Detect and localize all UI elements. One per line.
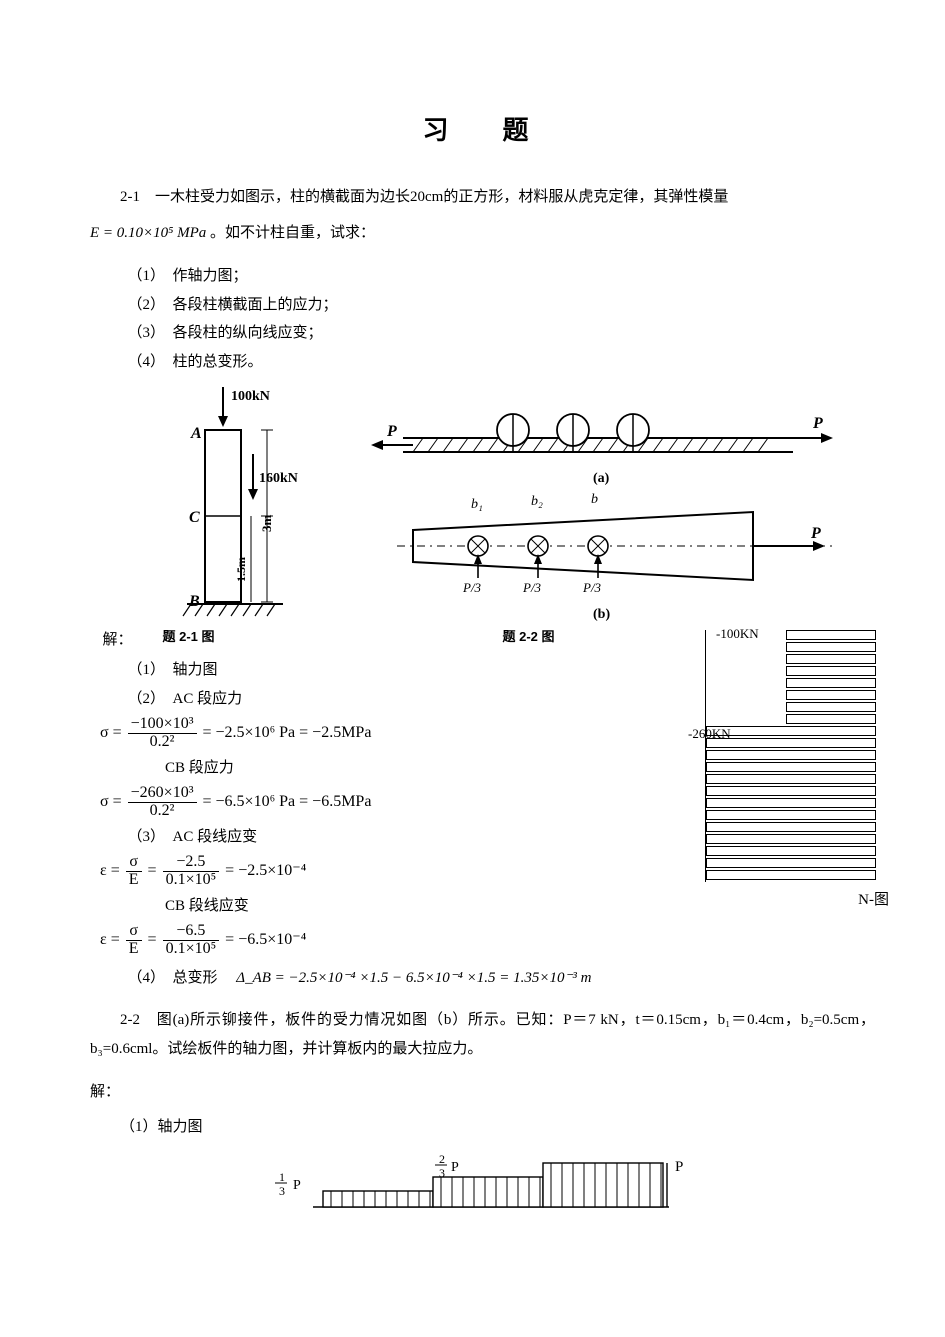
dim-3m: 3m [259, 515, 274, 533]
n-label-260: -260KN [688, 726, 731, 742]
p21-intro: 2-1 一木柱受力如图示，柱的横截面为边长20cm的正方形，材料服从虎克定律，其… [90, 183, 875, 212]
p21-q3: （3） 各段柱的纵向线应变； [128, 319, 876, 348]
p21-text-1: 2-1 一木柱受力如图示，柱的横截面为边长20cm的正方形，材料服从虎克定律，其… [120, 189, 728, 205]
p22-sol: 解： [90, 1078, 875, 1107]
fig22-sub-b: (b) [593, 607, 610, 622]
fig22a-P-left: P [386, 423, 397, 440]
p22-intro: 2-2 图(a)所示铆接件，板件的受力情况如图（b）所示。已知：P＝7 kN，t… [90, 1006, 875, 1063]
pt-A: A [190, 425, 202, 442]
svg-text:P: P [293, 1178, 301, 1193]
fig22-p3-1: P/3 [462, 580, 482, 595]
svg-text:2: 2 [439, 1152, 445, 1166]
fig-caption-21: 题 2-1 图 [163, 626, 215, 645]
n-caption: N-图 [705, 888, 905, 909]
load-160: 160kN [259, 471, 298, 486]
p21-intro-line2: E = 0.10×10⁵ MPa 。如不计柱自重，试求： [90, 219, 875, 248]
p21-eq5: Δ_AB = −2.5×10⁻⁴ ×1.5 − 6.5×10⁻⁴ ×1.5 = … [236, 970, 591, 986]
p21-intro2: 。如不计柱自重，试求： [210, 225, 375, 241]
solve-label: 解： [103, 626, 133, 655]
fig22-b1: b₁ [471, 497, 483, 512]
p21-q1: （1） 作轴力图； [128, 262, 876, 291]
chart-22: 13P23PP [253, 1147, 713, 1227]
p22-s1: （1）轴力图 [120, 1113, 875, 1142]
p21-q2: （2） 各段柱横截面上的应力； [128, 291, 876, 320]
pt-B: B [188, 593, 200, 610]
fig22-b2: b₂ [531, 494, 543, 509]
n-label-100: -100KN [716, 626, 759, 642]
svg-text:3: 3 [279, 1184, 285, 1198]
svg-text:P: P [451, 1160, 459, 1175]
p21-eq4: ε = σE = −6.50.1×10⁵ = −6.5×10⁻⁴ [100, 923, 875, 958]
fig22a-P-right: P [812, 415, 823, 432]
fig-caption-22: 题 2-2 图 [503, 626, 555, 645]
dim-1.5m: 1.5m [234, 557, 248, 582]
fig22-b3: b [591, 492, 598, 507]
page-title: 习 题 [90, 110, 875, 147]
n-diagram: -100KN-260KN N-图 [705, 630, 905, 909]
p21-s4: （4） 总变形 Δ_AB = −2.5×10⁻⁴ ×1.5 − 6.5×10⁻⁴… [128, 964, 876, 993]
pt-C: C [189, 509, 200, 526]
fig22b-P: P [810, 525, 821, 542]
figure-2-2: P P (a) b₁ b₂ b [363, 390, 843, 650]
p21-q4: （4） 柱的总变形。 [128, 348, 876, 377]
figure-2-1: 100kN A 160kN C 3m 1.5m B [133, 382, 353, 642]
load-100: 100kN [231, 389, 270, 404]
svg-text:P: P [675, 1159, 683, 1175]
svg-text:3: 3 [439, 1166, 445, 1180]
figure-area: 100kN A 160kN C 3m 1.5m B [103, 382, 863, 652]
fig22-p3-3: P/3 [582, 580, 602, 595]
fig22-sub-a: (a) [593, 471, 610, 486]
svg-text:1: 1 [279, 1170, 285, 1184]
fig22-p3-2: P/3 [522, 580, 542, 595]
p21-e: E = 0.10×10⁵ MPa [90, 225, 206, 241]
